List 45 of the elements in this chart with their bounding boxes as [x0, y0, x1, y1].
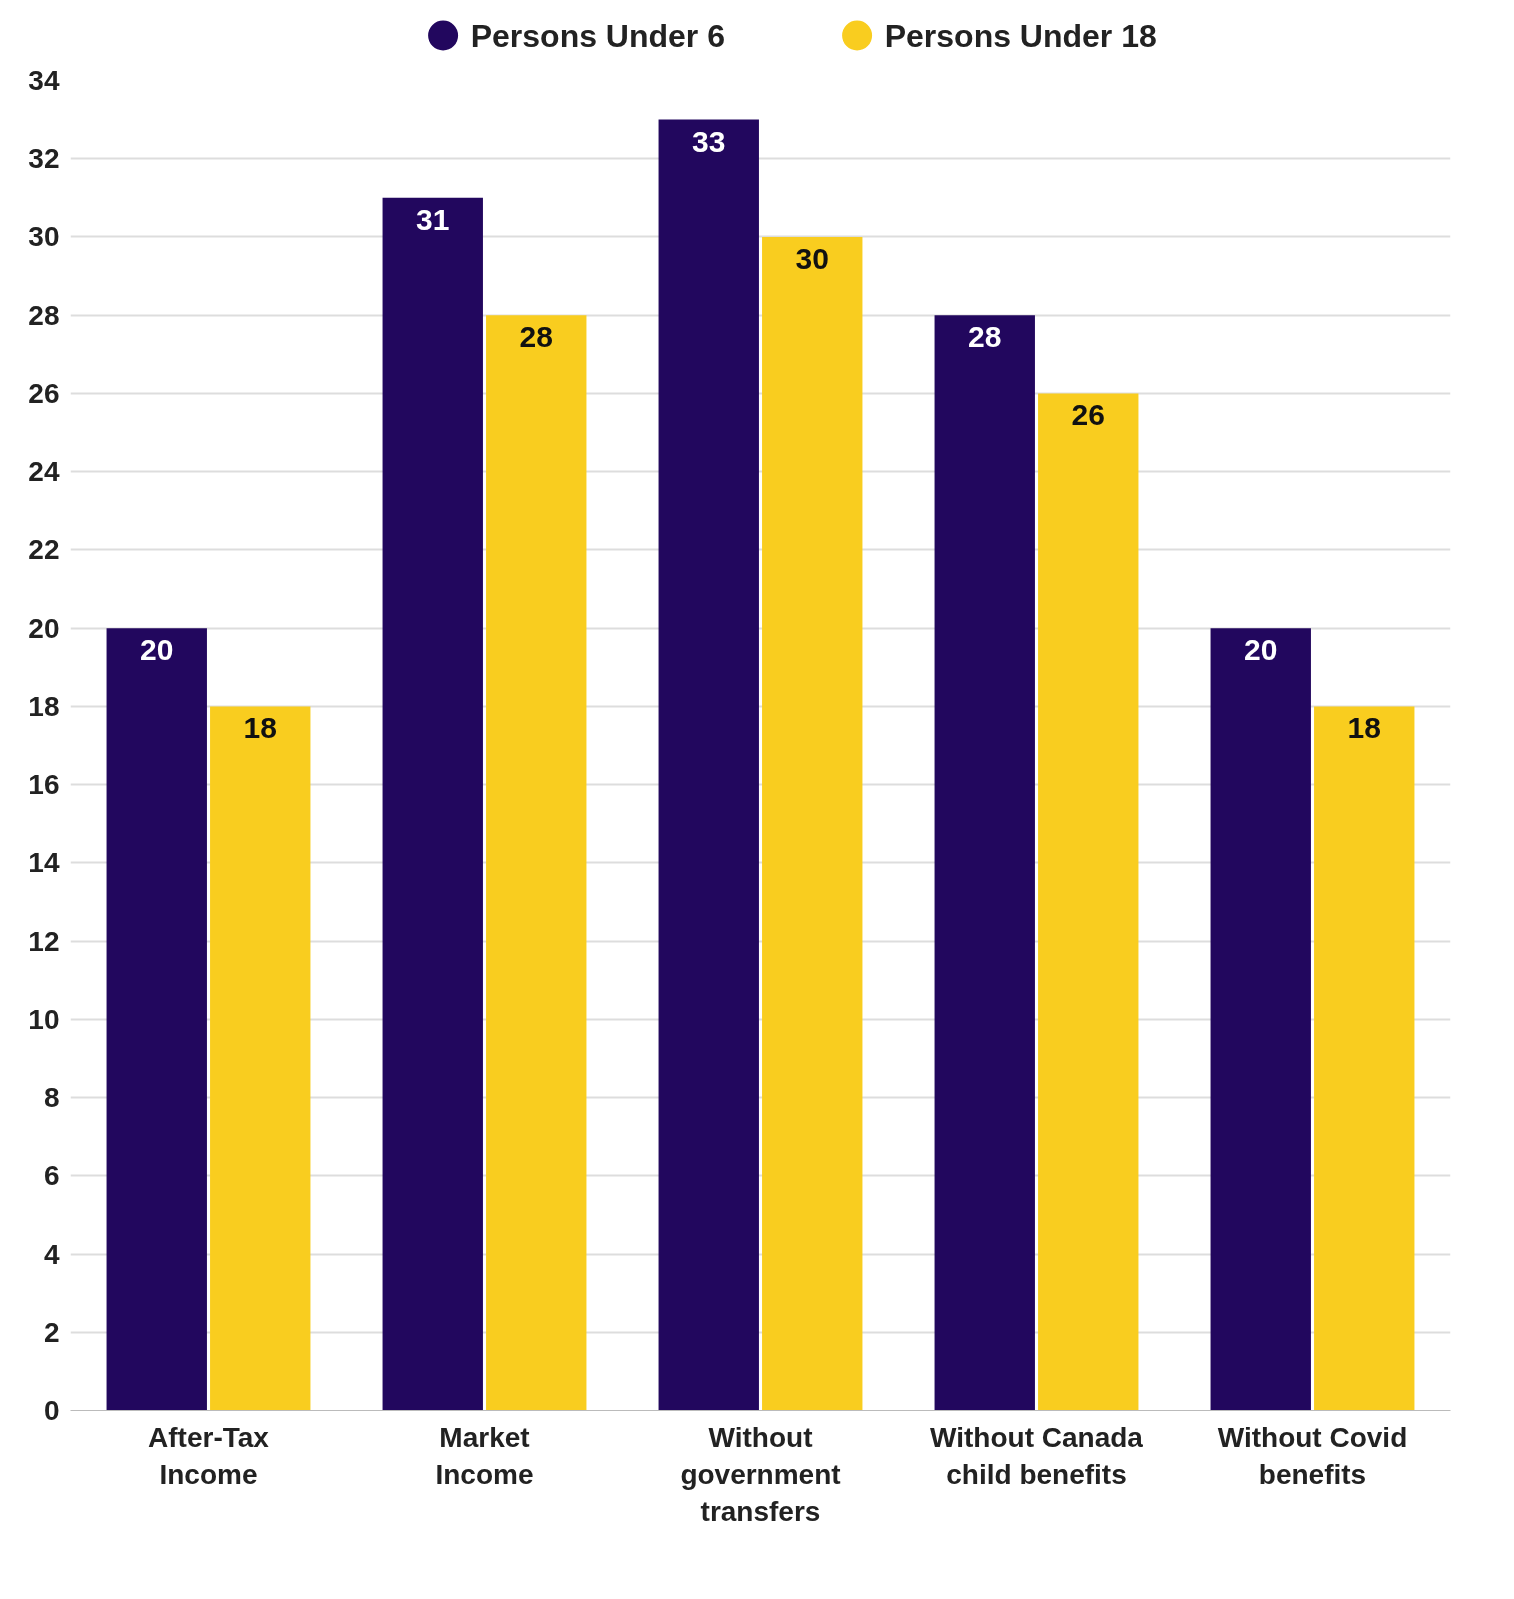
y-tick-label: 28 [28, 299, 60, 331]
x-tick-label: Without government transfers [680, 1421, 841, 1527]
legend-label: Persons Under 6 [470, 17, 726, 54]
bar [106, 628, 207, 1411]
data-label: 30 [795, 241, 829, 275]
data-label: 28 [968, 320, 1002, 354]
y-tick-label: 6 [43, 1160, 60, 1192]
y-tick-label: 34 [28, 65, 60, 96]
bar [934, 315, 1035, 1411]
y-tick-label: 14 [28, 847, 60, 879]
data-label: 31 [416, 202, 450, 236]
y-tick-label: 12 [28, 925, 60, 957]
legend-label: Persons Under 18 [884, 17, 1157, 54]
bar [1038, 393, 1139, 1411]
data-label: 33 [692, 124, 726, 158]
y-tick-label: 26 [28, 377, 60, 409]
data-label: 18 [1347, 711, 1381, 745]
y-tick-label: 24 [28, 456, 60, 488]
x-tick-label: Without Canada child benefits [930, 1421, 1144, 1490]
y-tick-label: 4 [43, 1238, 60, 1270]
bar [210, 706, 311, 1411]
x-tick-label: Market Income [435, 1421, 534, 1490]
data-label: 20 [140, 633, 174, 667]
data-label: 18 [243, 711, 277, 745]
x-tick-label: Without Covid benefits [1217, 1421, 1408, 1490]
y-tick-label: 0 [43, 1395, 60, 1426]
data-label: 28 [519, 320, 553, 354]
y-tick-label: 2 [43, 1316, 60, 1348]
bar [658, 119, 759, 1411]
y-tick-label: 18 [28, 690, 60, 722]
y-tick-label: 16 [28, 769, 60, 801]
y-tick-label: 10 [28, 1003, 60, 1035]
y-tick-label: 30 [28, 221, 60, 253]
data-label: 20 [1244, 633, 1278, 667]
y-tick-label: 22 [28, 534, 60, 566]
bar [1314, 706, 1415, 1411]
bar [1210, 628, 1311, 1411]
x-tick-label: After-Tax Income [148, 1421, 270, 1490]
bar [382, 197, 483, 1411]
y-tick-label: 20 [28, 612, 60, 644]
bar [486, 315, 587, 1411]
bar [762, 236, 863, 1411]
y-tick-label: 8 [43, 1082, 60, 1114]
data-label: 26 [1071, 398, 1105, 432]
y-tick-label: 32 [28, 143, 60, 175]
